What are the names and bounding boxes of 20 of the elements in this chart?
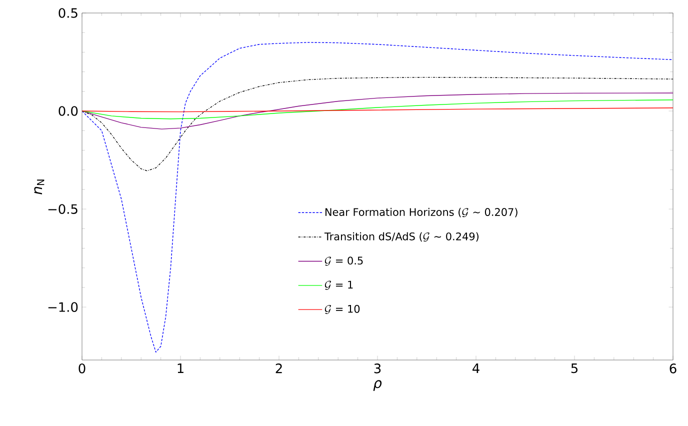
legend-label: $\mathcal{G}\text{ = 0.5}$ (324, 256, 363, 266)
x-tick-label: 2 (276, 364, 282, 374)
legend-label: $\mathcal{G}\text{ = 10}$ (324, 304, 360, 314)
y-tick-label: −0.5 (48, 204, 78, 214)
legend-label: $\text{Near Formation Horizons (}\mathcal{G}\text{ \textasciitilde{} 0.207)}$ (325, 208, 518, 218)
x-tick-label: 1 (178, 364, 184, 373)
y-axis-title: n$_{N}$ (34, 180, 44, 194)
x-tick-label: 4 (472, 364, 480, 373)
y-tick-label: 0.5 (58, 8, 78, 18)
x-tick-label: 0 (78, 364, 86, 374)
x-tick-label: 6 (670, 364, 676, 374)
line-series (82, 92, 674, 130)
y-tick-label: −1.0 (48, 302, 78, 312)
legend-label: $\text{Transition dS/AdS (}\mathcal{G}\text{ \textasciitilde{} 0.249)}$ (324, 232, 478, 242)
line-series (82, 99, 674, 120)
y-tick-label: 0.0 (58, 106, 78, 116)
x-axis-title: ρ (373, 380, 382, 391)
legend-label: $\mathcal{G}\text{ = 1}$ (324, 280, 353, 290)
x-tick-label: 5 (571, 364, 578, 374)
x-tick-label: 3 (374, 364, 381, 374)
